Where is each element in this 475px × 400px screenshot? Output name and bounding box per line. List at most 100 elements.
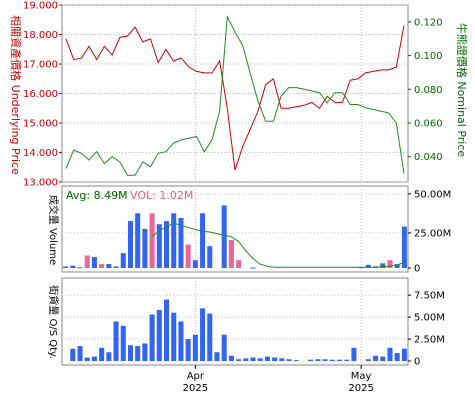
os-bar (214, 352, 220, 361)
volume-vol-legend: VOL: 1.02M (130, 189, 193, 202)
os-bar (286, 359, 292, 361)
x-tick-label: Apr (187, 371, 205, 382)
os-bar (70, 348, 76, 361)
os-bar (106, 352, 112, 361)
volume-average-line (151, 222, 405, 268)
os-bar (380, 356, 386, 361)
os-bar (142, 343, 148, 361)
volume-bar (99, 264, 105, 268)
os-panel-frame (61, 277, 409, 366)
os-bar (84, 357, 90, 361)
volume-bar (394, 264, 400, 268)
volume-bar (91, 257, 97, 268)
volume-bar (365, 264, 371, 268)
os-bar (308, 359, 314, 361)
os-bar (113, 321, 119, 361)
os-bar (236, 359, 242, 361)
os-bar (264, 356, 270, 361)
x-tick-label: May (351, 371, 372, 382)
volume-bar (171, 213, 177, 268)
os-bar (257, 358, 263, 361)
volume-bar (387, 260, 393, 268)
os-bar (351, 347, 357, 361)
volume-bar (207, 246, 213, 268)
os-bar (336, 359, 343, 361)
price-tick-label: 15.000 (23, 119, 58, 130)
os-tick-label: 7.50M (414, 291, 445, 302)
os-bar (228, 355, 234, 361)
os-bar (127, 345, 134, 361)
price-tick-label: 19.000 (23, 1, 58, 12)
os-bar (329, 359, 335, 361)
nominal-tick-label: 0.080 (414, 85, 443, 96)
nominal-tick-label: 0.120 (414, 17, 443, 28)
volume-bar (120, 253, 126, 268)
volume-bar (142, 228, 148, 268)
os-bar (373, 355, 379, 361)
os-bar (293, 360, 299, 362)
volume-bar (200, 213, 206, 268)
os-bar (365, 359, 371, 361)
volume-bar (84, 255, 90, 268)
nominal-price-line (65, 14, 405, 176)
volume-bar (77, 267, 83, 269)
price-axis-title: 相關資產價格 Underlying Price (9, 15, 23, 175)
price-tick-label: 13.000 (23, 178, 58, 189)
os-bar (243, 358, 249, 361)
bars-layer (63, 205, 407, 362)
volume-bar (401, 226, 407, 268)
volume-bar (228, 239, 234, 268)
os-bar (171, 312, 177, 361)
volume-avg-legend: Avg: 8.49M (66, 189, 128, 202)
volume-bar (221, 205, 227, 268)
lines-layer (65, 14, 405, 268)
nominal-tick-label: 0.060 (414, 119, 443, 130)
volume-tick-label: 25.00M (414, 228, 451, 239)
os-bar (200, 308, 206, 361)
volume-bar (135, 213, 141, 268)
os-bar (221, 334, 227, 361)
volume-bar (127, 221, 134, 268)
os-tick-label: 5.00M (414, 313, 445, 324)
underlying-price-line (65, 25, 405, 171)
os-tick-label: 0 (414, 357, 420, 368)
os-bar (135, 346, 141, 361)
os-bar (272, 357, 278, 361)
x-tick-year: 2025 (183, 383, 208, 394)
volume-bar (358, 267, 364, 269)
grid-layer (62, 4, 408, 365)
volume-tick-label: 50.00M (414, 189, 451, 200)
os-bar (163, 299, 170, 361)
os-bar (120, 325, 126, 361)
volume-panel-frame (61, 185, 409, 273)
os-bar (77, 346, 83, 361)
nominal-tick-label: 0.100 (414, 51, 443, 62)
os-bar (401, 348, 407, 361)
nominal-axis-title: 牛熊證價格 Nominal Price (455, 23, 469, 158)
os-tick-label: 2.50M (414, 335, 445, 346)
volume-bar (113, 266, 119, 268)
os-bar (185, 339, 191, 361)
volume-tick-label: 0 (414, 264, 420, 275)
os-bar (387, 347, 393, 361)
os-bar (394, 353, 400, 361)
x-tick-year: 2025 (348, 383, 373, 394)
volume-bar (149, 213, 155, 268)
os-bar (192, 334, 198, 361)
os-bar (91, 356, 97, 361)
volume-bar (63, 266, 69, 268)
volume-bar (192, 260, 198, 268)
os-bar (156, 310, 162, 361)
volume-bar (106, 264, 112, 268)
volume-bar (178, 217, 184, 268)
volume-bar (380, 263, 386, 268)
os-bar (279, 358, 285, 361)
price-tick-label: 16.000 (23, 89, 58, 100)
volume-axis-title: 成交量 Volume (47, 195, 60, 265)
volume-bar (70, 265, 76, 268)
os-bar (99, 347, 105, 361)
nominal-tick-label: 0.040 (414, 152, 443, 163)
volume-bar (250, 267, 256, 269)
volume-bar (156, 224, 162, 268)
